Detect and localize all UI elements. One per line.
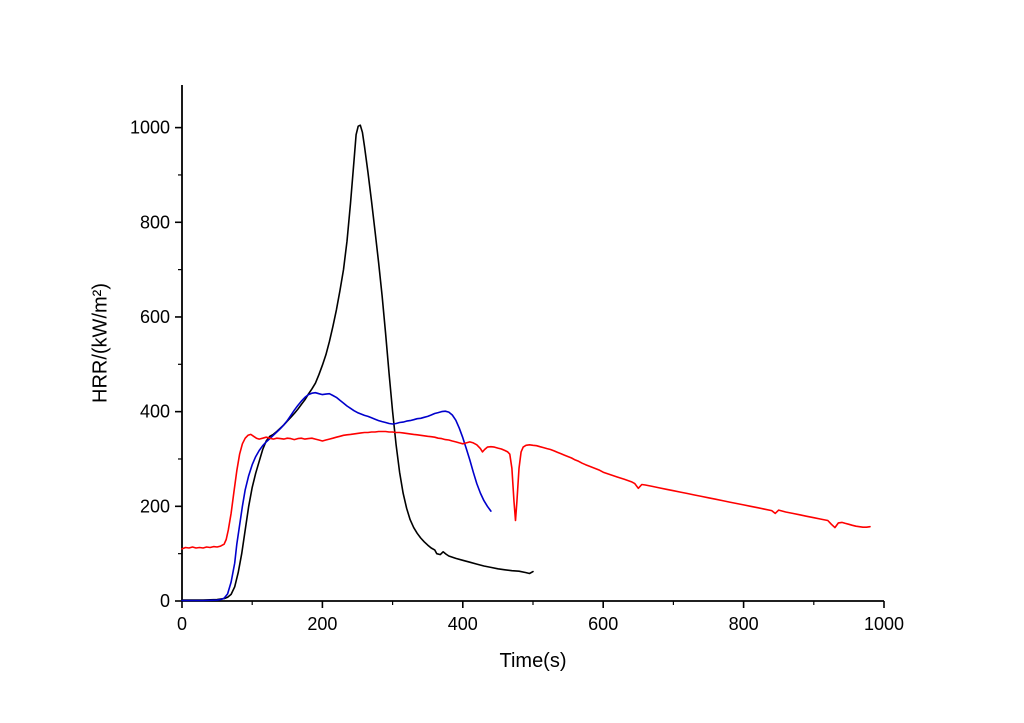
- y-tick-label: 600: [140, 307, 170, 327]
- series-black-curve: [181, 124, 534, 601]
- y-axis-title: HRR/(kW/m²): [89, 283, 112, 403]
- x-tick-label: 0: [177, 614, 187, 634]
- x-tick-label: 1000: [864, 614, 904, 634]
- x-axis-title: Time(s): [499, 650, 567, 672]
- y-tick-label: 0: [160, 591, 170, 611]
- x-tick-label: 600: [588, 614, 618, 634]
- y-tick-label: 800: [140, 212, 170, 232]
- series-blue-curve: [181, 391, 492, 602]
- x-tick-label: 400: [448, 614, 478, 634]
- x-tick-label: 200: [307, 614, 337, 634]
- y-tick-label: 200: [140, 496, 170, 516]
- x-tick-label: 800: [729, 614, 759, 634]
- series-red-curve: [181, 430, 871, 550]
- y-tick-label: 1000: [130, 118, 170, 138]
- y-tick-label: 400: [140, 402, 170, 422]
